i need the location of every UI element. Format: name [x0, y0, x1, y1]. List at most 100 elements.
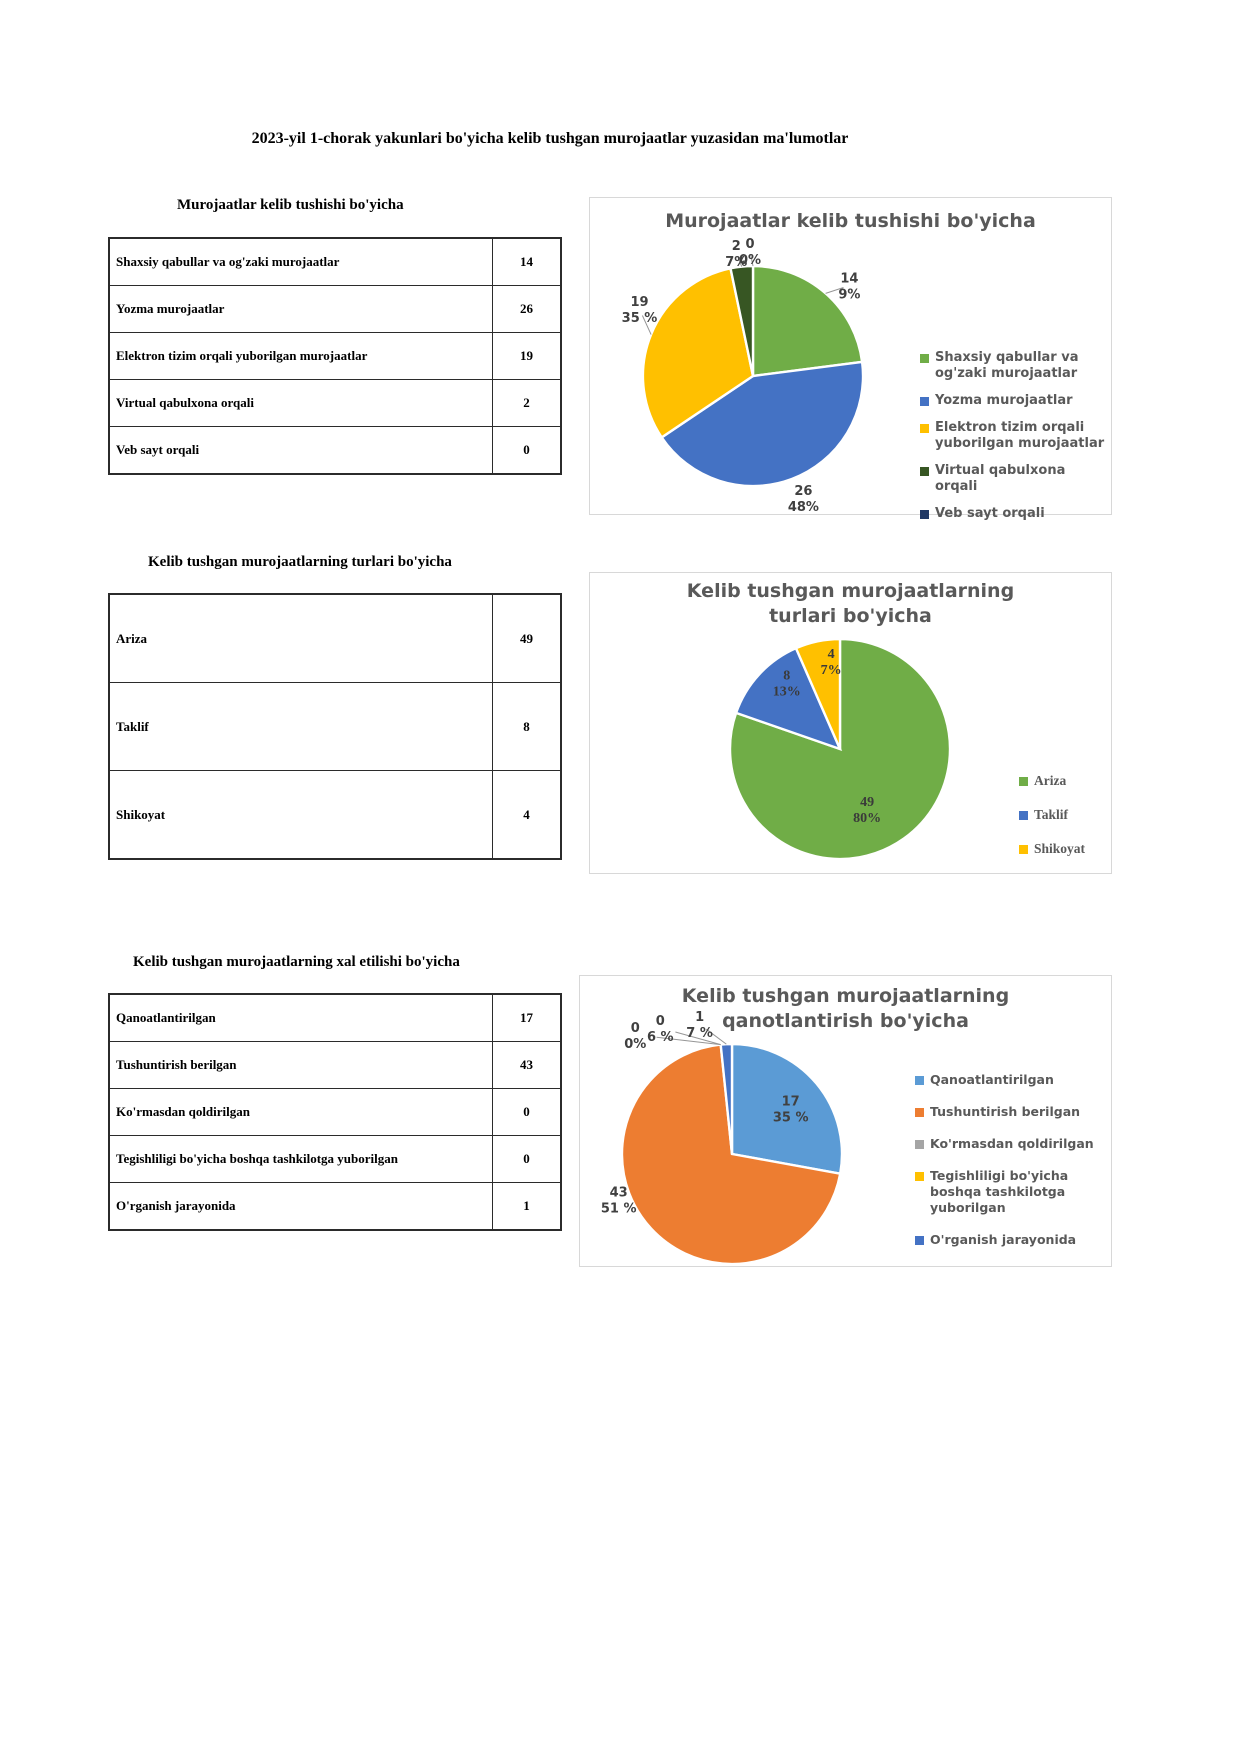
pie-chart-2: 49 80% 8 13% 4 7%	[728, 637, 952, 861]
pie-data-label: 0 0%	[624, 1021, 646, 1052]
pie-slice	[620, 1043, 842, 1266]
legend-swatch-icon	[915, 1140, 924, 1149]
chart-1-card: 14 9% 26 48% 19 35 % 2 7% 0 0% Murojaatlar kelib …	[589, 197, 1112, 521]
legend-label: O'rganish jarayonida	[930, 1232, 1077, 1247]
row-value: 0	[492, 426, 562, 475]
table-row: Ariza 49	[108, 593, 562, 683]
row-value: 4	[492, 770, 562, 860]
pie-data-label: 43 51 %	[601, 1185, 637, 1216]
chart-2-title-line: Kelib tushgan murojaatlarning	[686, 580, 1015, 602]
row-label: O'rganish jarayonida	[108, 1182, 493, 1231]
row-value: 49	[492, 593, 562, 683]
pie-data-label: 8 13%	[773, 669, 801, 700]
table-row: Yozma murojaatlar 26	[108, 285, 562, 333]
pie-slice	[730, 1042, 844, 1176]
legend-label: Veb sayt orqali	[935, 506, 1045, 521]
pie-chart-1: 14 9% 26 48% 19 35 % 2 7%0 0%	[622, 237, 865, 514]
table-row: Tegishliligi bo'yicha boshqa tashkilotga…	[108, 1135, 562, 1183]
label-leader-line	[750, 254, 754, 267]
legend-label: Ko'rmasdan qoldirilgan	[930, 1136, 1094, 1151]
table-row: Virtual qabulxona orqali 2	[108, 379, 562, 427]
row-value: 19	[492, 332, 562, 380]
pie-slice	[734, 646, 843, 752]
legend-swatch-icon	[1019, 845, 1028, 854]
pie-slice	[719, 1042, 734, 1155]
label-leader-line	[825, 287, 844, 294]
row-label: Shikoyat	[108, 770, 493, 860]
pie-data-label: 2 7%	[725, 239, 747, 270]
row-label: Ariza	[108, 593, 493, 683]
row-value: 2	[492, 379, 562, 427]
row-label: Shaxsiy qabullar va og'zaki murojaatlar	[108, 237, 493, 286]
pie-data-label: 26 48%	[788, 484, 819, 514]
chart-3-title-line: qanotlantirish bo'yicha	[722, 1010, 969, 1032]
legend-item: O'rganish jarayonida	[915, 1232, 1121, 1248]
chart-3-card: 17 35 % 43 51 % 0 0% 0 6 % 1 7 % Kelib tushgan mu…	[579, 975, 1112, 1267]
legend-label: Tushuntirish berilgan	[930, 1104, 1081, 1119]
row-label: Virtual qabulxona orqali	[108, 379, 493, 427]
legend-item: Ariza	[1019, 773, 1139, 789]
legend-swatch-icon	[1019, 811, 1028, 820]
legend-item: Yozma murojaatlar	[920, 393, 1108, 409]
legend-item: Ko'rmasdan qoldirilgan	[915, 1136, 1121, 1152]
pie-data-label: 17 35 %	[773, 1095, 809, 1126]
chart-1-legend: Shaxsiy qabullar va og'zaki murojaatlar Y…	[920, 350, 1108, 522]
legend-swatch-icon	[920, 424, 929, 433]
pie-data-label: 0 0%	[739, 237, 761, 268]
legend-label: Shaxsiy qabullar va og'zaki murojaatlar	[935, 350, 1079, 381]
legend-item: Taklif	[1019, 807, 1139, 823]
legend-label: Shikoyat	[1034, 841, 1086, 856]
row-value: 14	[492, 237, 562, 286]
row-value: 0	[492, 1088, 562, 1136]
legend-swatch-icon	[920, 354, 929, 363]
row-label: Ko'rmasdan qoldirilgan	[108, 1088, 493, 1136]
legend-item: Virtual qabulxona orqali	[920, 463, 1108, 495]
chart-3-title-line: Kelib tushgan murojaatlarning	[681, 985, 1010, 1007]
table-row: Shaxsiy qabullar va og'zaki murojaatlar 1…	[108, 237, 562, 286]
page-title: 2023-yil 1-chorak yakunlari bo'yicha kel…	[251, 130, 849, 147]
legend-label: Ariza	[1034, 773, 1067, 788]
table-row: Shikoyat 4	[108, 770, 562, 860]
row-value: 8	[492, 682, 562, 771]
row-value: 1	[492, 1182, 562, 1231]
pie-slice	[751, 264, 864, 378]
label-leader-line	[675, 1031, 721, 1046]
legend-item: Elektron tizim orqali yuborilgan murojaa…	[920, 420, 1108, 452]
legend-swatch-icon	[915, 1236, 924, 1245]
row-label: Elektron tizim orqali yuborilgan murojaa…	[108, 332, 493, 380]
section-2-table: Ariza 49 Taklif 8 Shikoyat 4	[108, 593, 562, 860]
chart-2-card: 49 80% 8 13% 4 7% Kelib tushgan murojaatlarni…	[589, 572, 1112, 874]
legend-swatch-icon	[915, 1076, 924, 1085]
row-label: Veb sayt orqali	[108, 426, 493, 475]
label-leader-line	[641, 315, 652, 335]
pie-slice	[794, 637, 842, 750]
pie-data-label: 19 35 %	[622, 295, 658, 326]
legend-label: Qanoatlantirilgan	[930, 1072, 1054, 1087]
row-label: Taklif	[108, 682, 493, 771]
legend-label: Elektron tizim orqali yuborilgan murojaa…	[935, 420, 1105, 451]
table-row: Elektron tizim orqali yuborilgan murojaa…	[108, 332, 562, 380]
row-label: Qanoatlantirilgan	[108, 993, 493, 1042]
table-row: Qanoatlantirilgan 17	[108, 993, 562, 1042]
table-row: Veb sayt orqali 0	[108, 426, 562, 475]
legend-item: Tegishliligi bo'yicha boshqa tashkilotga…	[915, 1168, 1121, 1216]
legend-label: Tegishliligi bo'yicha boshqa tashkilotga…	[930, 1168, 1069, 1215]
row-label: Tegishliligi bo'yicha boshqa tashkilotga…	[108, 1135, 493, 1183]
chart-1-title: Murojaatlar kelib tushishi bo'yicha	[590, 209, 1111, 234]
legend-item: Shikoyat	[1019, 841, 1139, 857]
label-leader-line	[706, 1028, 727, 1045]
table-row: O'rganish jarayonida 1	[108, 1182, 562, 1231]
legend-swatch-icon	[915, 1172, 924, 1181]
legend-label: Taklif	[1034, 807, 1069, 822]
row-value: 26	[492, 285, 562, 333]
section-2-heading: Kelib tushgan murojaatlarning turlari bo…	[148, 554, 452, 570]
section-1-heading: Murojaatlar kelib tushishi bo'yicha	[177, 197, 404, 213]
pie-data-label: 49 80%	[853, 795, 881, 826]
legend-swatch-icon	[920, 510, 929, 519]
legend-label: Virtual qabulxona orqali	[935, 463, 1066, 494]
table-row: Tushuntirish berilgan 43	[108, 1041, 562, 1089]
row-value: 43	[492, 1041, 562, 1089]
